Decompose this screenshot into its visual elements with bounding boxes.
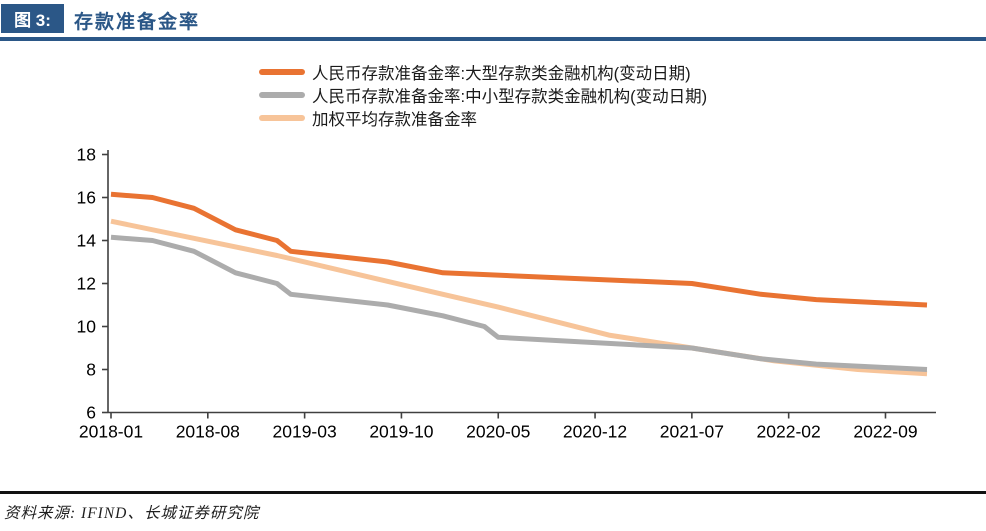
legend-item-small-medium-banks: 人民币存款准备金率:中小型存款类金融机构(变动日期) [259, 83, 707, 106]
y-tick-label: 6 [86, 403, 96, 423]
data-source-note: 资料来源: IFIND、长城证券研究院 [4, 505, 260, 522]
y-tick-label: 12 [77, 274, 96, 294]
legend-swatch-peach [259, 114, 305, 121]
x-tick-label: 2019-10 [369, 422, 433, 442]
figure-number-badge: 图 3: [1, 4, 64, 33]
chart-legend: 人民币存款准备金率:大型存款类金融机构(变动日期) 人民币存款准备金率:中小型存… [259, 60, 707, 129]
y-tick-label: 18 [77, 145, 96, 165]
x-tick-label: 2021-07 [660, 422, 724, 442]
x-tick-label: 2020-12 [563, 422, 627, 442]
y-tick-label: 8 [86, 360, 96, 380]
header-divider [0, 37, 986, 41]
x-tick-label: 2022-02 [757, 422, 821, 442]
legend-label: 人民币存款准备金率:大型存款类金融机构(变动日期) [312, 64, 691, 83]
x-tick-label: 2019-03 [273, 422, 337, 442]
legend-swatch-gray [259, 91, 305, 98]
x-tick-label: 2018-01 [79, 422, 143, 442]
legend-label: 加权平均存款准备金率 [312, 110, 477, 129]
legend-item-large-banks: 人民币存款准备金率:大型存款类金融机构(变动日期) [259, 60, 707, 83]
series-line-1 [110, 234, 928, 372]
series-line-0 [110, 191, 928, 308]
y-tick-label: 14 [77, 231, 97, 251]
y-tick-label: 16 [77, 188, 96, 208]
x-tick-label: 2022-09 [853, 422, 917, 442]
legend-label: 人民币存款准备金率:中小型存款类金融机构(变动日期) [312, 87, 708, 106]
x-tick-label: 2018-08 [176, 422, 240, 442]
chart-title: 存款准备金率 [74, 12, 201, 33]
x-tick-label: 2020-05 [466, 422, 530, 442]
legend-swatch-orange [259, 68, 305, 75]
footer-divider [0, 491, 986, 494]
y-tick-label: 10 [77, 317, 97, 337]
legend-item-weighted-average: 加权平均存款准备金率 [259, 106, 707, 129]
